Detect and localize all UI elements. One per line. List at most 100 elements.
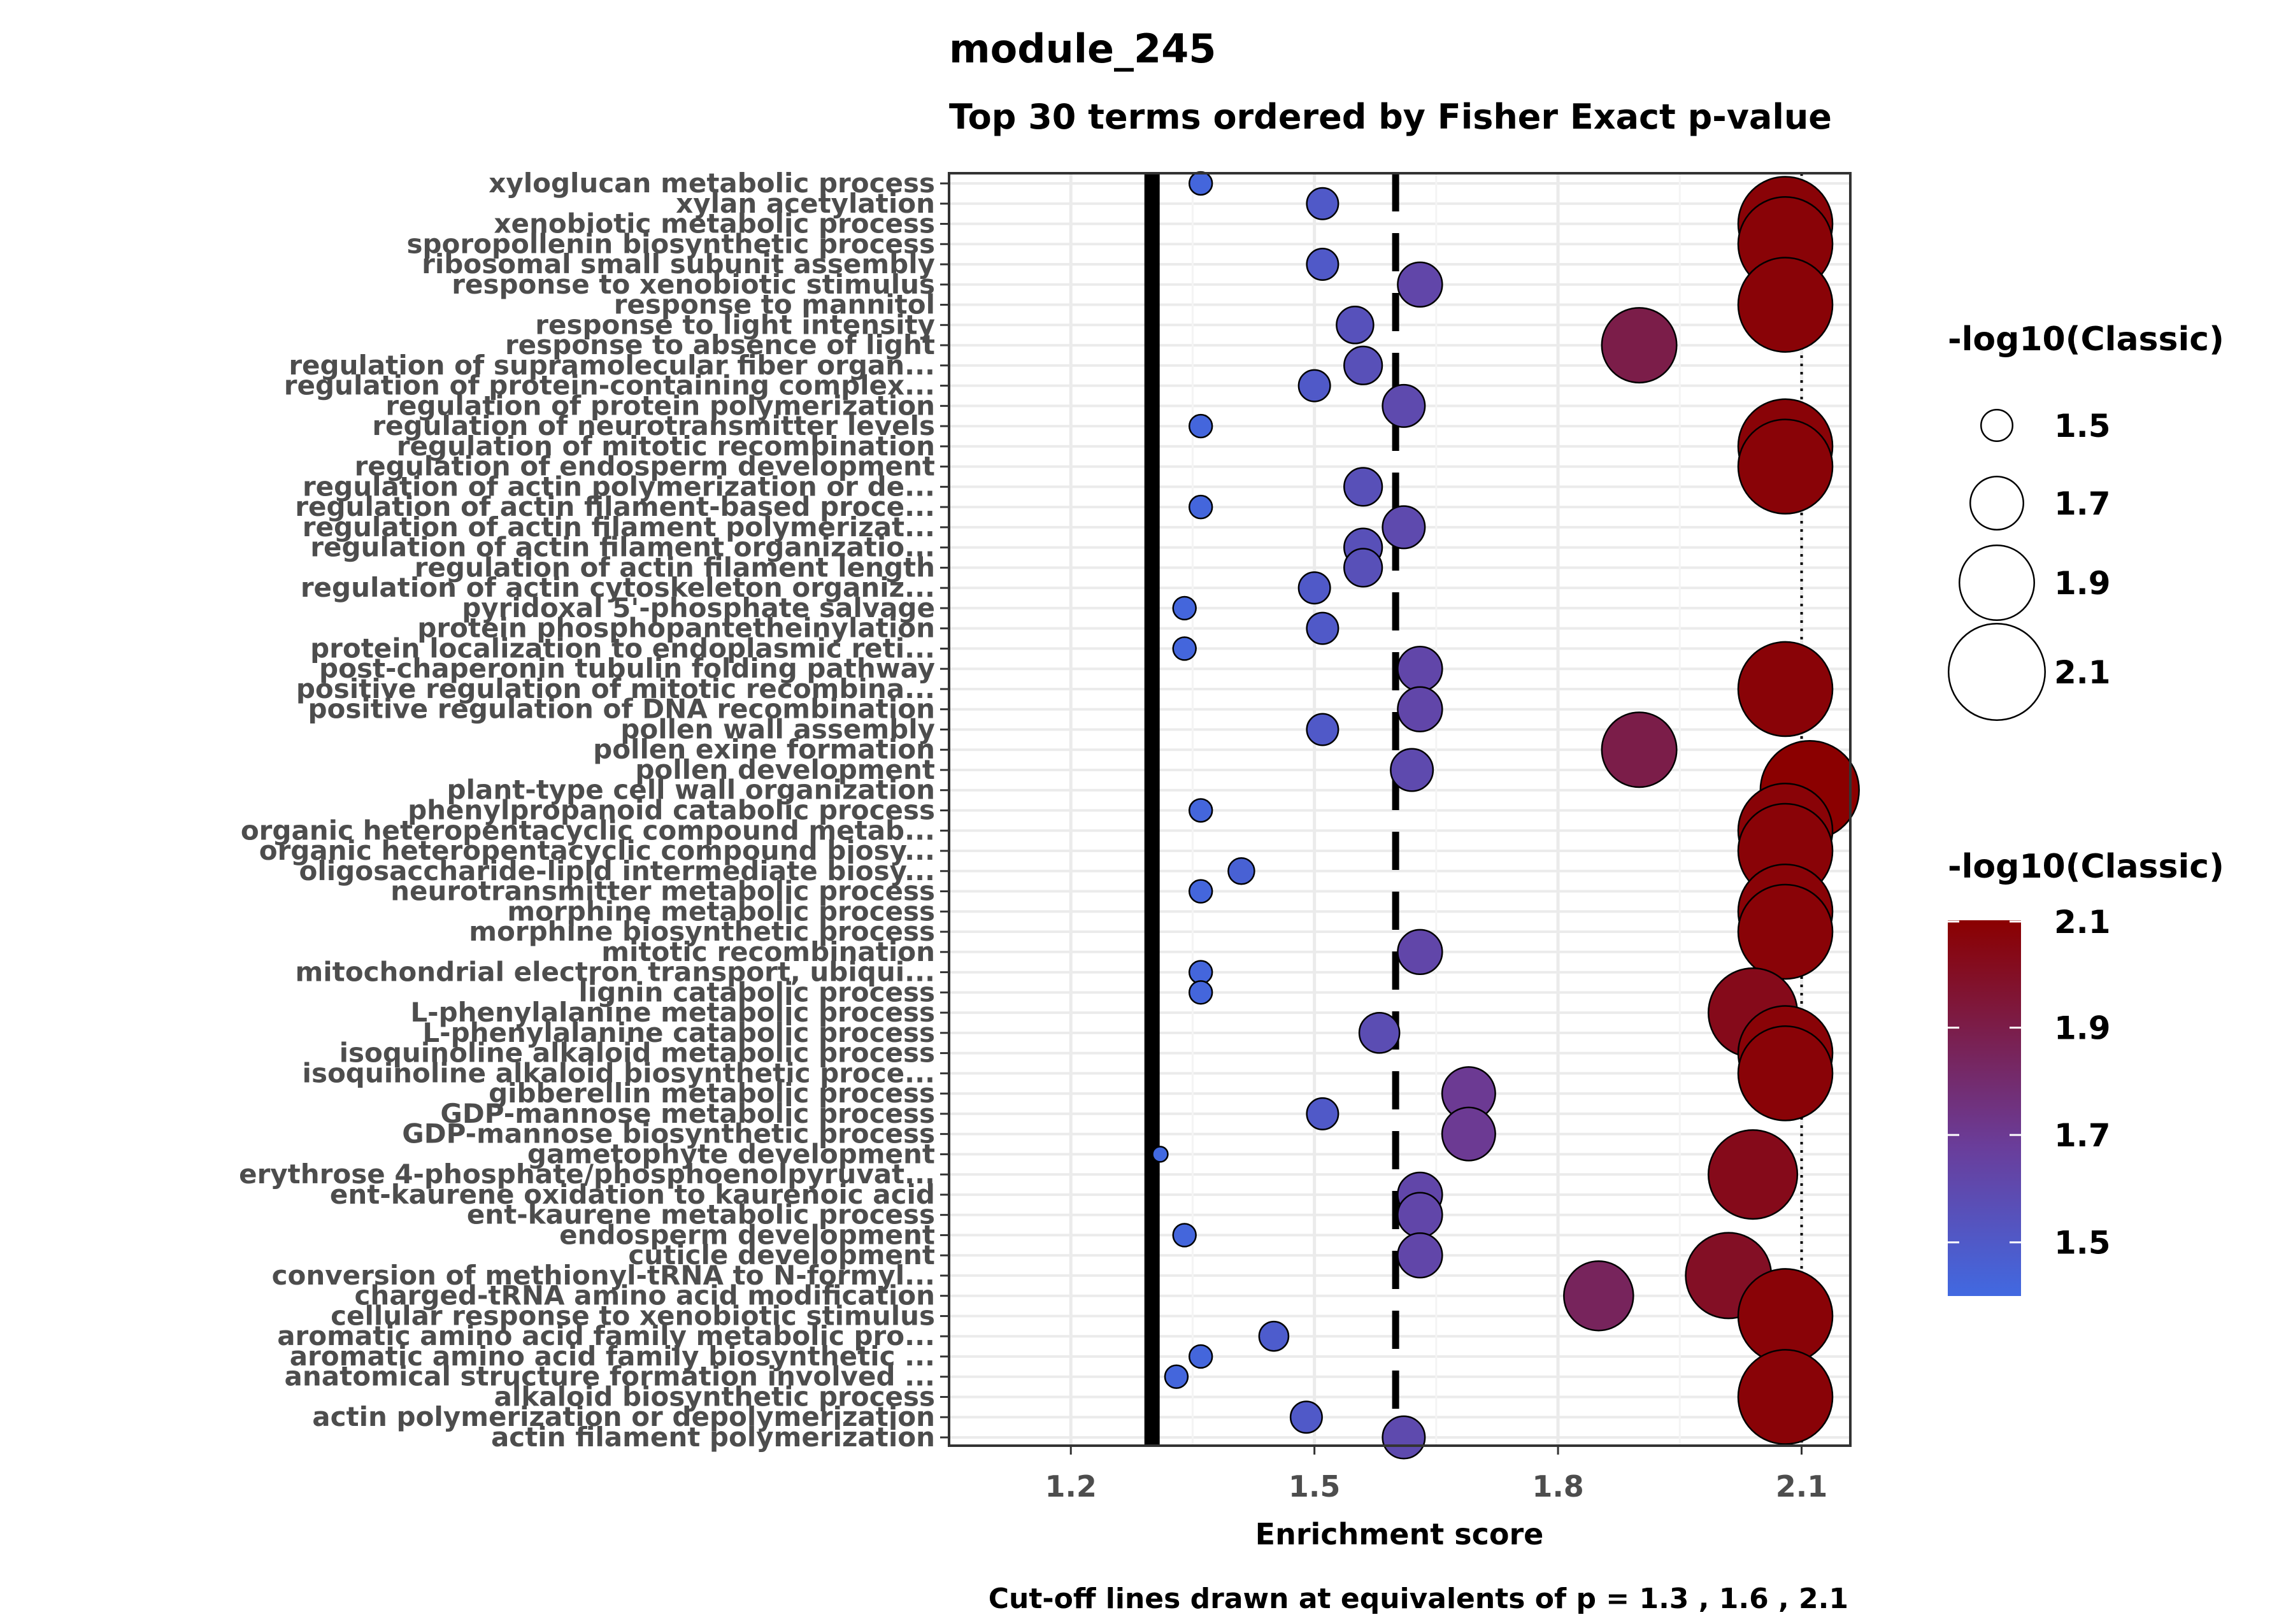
y-tick-label: morphine biosynthetic process	[469, 916, 935, 947]
colorbar-label: 1.5	[2054, 1225, 2111, 1262]
colorbar-labels: 2.1 1.9 1.7 1.5	[1948, 904, 2111, 1262]
point	[1737, 883, 1834, 980]
point	[1563, 1260, 1634, 1332]
point	[1397, 645, 1443, 692]
y-tick-label: cuticle development	[628, 1239, 935, 1271]
y-tick-label: regulation of protein-containing complex…	[284, 370, 935, 401]
point	[1601, 711, 1678, 788]
point	[1382, 1415, 1426, 1460]
size-legend-label: 1.5	[2054, 408, 2111, 445]
point	[1737, 418, 1834, 515]
y-tick-label: regulation of supramolecular fiber organ…	[289, 350, 935, 381]
point	[1358, 1012, 1401, 1054]
size-legend-label: 1.7	[2054, 485, 2111, 522]
chart-title: module_245	[949, 25, 1216, 72]
y-tick-label: sporopollenin biosynthetic process	[406, 228, 935, 259]
point	[1397, 1192, 1443, 1238]
y-tick-label: protein localization to endoplasmic reti…	[310, 632, 935, 664]
point	[1397, 929, 1443, 976]
point	[1306, 611, 1339, 645]
y-tick-label: organic heteropentacyclic compound metab…	[241, 815, 935, 846]
size-legend-circle	[1948, 623, 2046, 721]
y-tick-label: xyloglucan metabolic process	[489, 167, 935, 199]
point	[1601, 307, 1678, 384]
y-tick-label: ent-kaurene metabolic process	[467, 1199, 935, 1230]
y-tick-label: oligosaccharide-lipid intermediate biosy…	[299, 855, 935, 887]
y-tick-label: regulation of actin filament length	[415, 552, 935, 583]
point	[1188, 879, 1213, 904]
y-tick-label: isoquinoline alkaloid metabolic process	[339, 1037, 935, 1069]
x-tick-label: 1.5	[1289, 1469, 1341, 1504]
point	[1227, 857, 1255, 885]
y-tick-label: L-phenylalanine catabolic process	[422, 1017, 935, 1048]
y-tick-label: regulation of neurotransmitter levels	[372, 410, 935, 441]
point	[1188, 413, 1213, 439]
y-tick-label: actin filament polymerization	[491, 1421, 935, 1453]
y-tick-label: xylan acetylation	[676, 188, 935, 219]
color-legend: -log10(Classic) 2.1 1.9 1.7 1.5	[1948, 848, 2224, 1296]
point	[1297, 571, 1331, 605]
size-legend-circle	[1980, 409, 2013, 442]
plot-panel	[948, 171, 1860, 1460]
y-tick-label: neurotransmitter metabolic process	[390, 876, 935, 907]
point	[1441, 1106, 1496, 1162]
point	[1343, 345, 1383, 385]
y-tick-label: pyridoxal 5'-phosphate salvage	[462, 592, 935, 623]
point	[1737, 1025, 1834, 1122]
point	[1737, 641, 1834, 737]
y-tick-label: cellular response to xenobiotic stimulus	[331, 1300, 935, 1331]
y-tick-label: mitochondrial electron transport, ubiqui…	[295, 957, 935, 988]
y-tick-label: response to xenobiotic stimulus	[452, 269, 935, 300]
size-legend-items: 1.5 1.7 1.9 2.1	[1948, 408, 2111, 721]
y-tick-label: anatomical structure formation involved …	[285, 1361, 935, 1392]
y-tick-label: conversion of methionyl-tRNA to N-formyl…	[272, 1260, 935, 1291]
point	[1172, 595, 1197, 621]
x-axis: 1.2 1.5 1.8 2.1	[1045, 1446, 1827, 1504]
caption: Cut-off lines drawn at equivalents of p …	[989, 1583, 1848, 1615]
point	[1737, 1349, 1834, 1445]
x-tick-label: 2.1	[1776, 1469, 1828, 1504]
y-tick-label: alkaloid biosynthetic process	[494, 1381, 935, 1412]
colorbar-label: 2.1	[2054, 904, 2111, 941]
y-tick-label: regulation of protein polymerization	[385, 390, 935, 421]
point	[1306, 187, 1339, 220]
size-legend-title: -log10(Classic)	[1948, 320, 2224, 359]
y-tick-label: pollen exine formation	[593, 734, 935, 765]
point	[1188, 798, 1213, 823]
y-tick-label: regulation of mitotic recombination	[397, 431, 935, 462]
point	[1306, 713, 1339, 746]
y-tick-label: lignin catabolic process	[578, 976, 935, 1008]
point	[1382, 383, 1426, 428]
y-tick-label: pollen wall assembly	[620, 713, 935, 744]
y-tick-label: regulation of actin filament polymerizat…	[303, 511, 935, 543]
y-tick-label: regulation of actin cytoskeleton organiz…	[301, 572, 935, 603]
y-tick-label: regulation of actin polymerization or de…	[303, 471, 935, 502]
y-tick-label: isoquinoline alkaloid biosynthetic proce…	[303, 1057, 935, 1088]
point	[1188, 980, 1213, 1005]
colorbar-label: 1.7	[2054, 1117, 2111, 1154]
points-group	[1152, 171, 1860, 1460]
colorbar	[1948, 920, 2021, 1296]
y-tick-label: GDP-mannose metabolic process	[440, 1098, 935, 1129]
point	[1306, 1097, 1339, 1130]
horizontal-gridlines	[949, 182, 1850, 1439]
y-tick-label: regulation of actin filament organizatio…	[310, 532, 935, 563]
y-tick-label: ent-kaurene oxidation to kaurenoic acid	[330, 1179, 935, 1210]
point	[1306, 248, 1339, 281]
x-axis-title: Enrichment score	[1255, 1517, 1544, 1551]
y-tick-label: gibberellin metabolic process	[489, 1078, 935, 1109]
y-tick-label: aromatic amino acid family biosynthetic …	[290, 1341, 935, 1372]
y-tick-label: plant-type cell wall organization	[447, 774, 935, 806]
point	[1188, 494, 1213, 520]
point	[1258, 1320, 1290, 1352]
point	[1172, 636, 1197, 661]
x-tick-label: 1.2	[1045, 1469, 1097, 1504]
y-tick-label: response to light intensity	[535, 309, 935, 340]
point	[1390, 748, 1434, 792]
point	[1188, 171, 1213, 196]
size-legend-label: 2.1	[2054, 654, 2111, 691]
y-tick-label: morphine metabolic process	[507, 895, 935, 927]
y-tick-label: xenobiotic metabolic process	[494, 208, 935, 239]
point	[1164, 1364, 1189, 1389]
